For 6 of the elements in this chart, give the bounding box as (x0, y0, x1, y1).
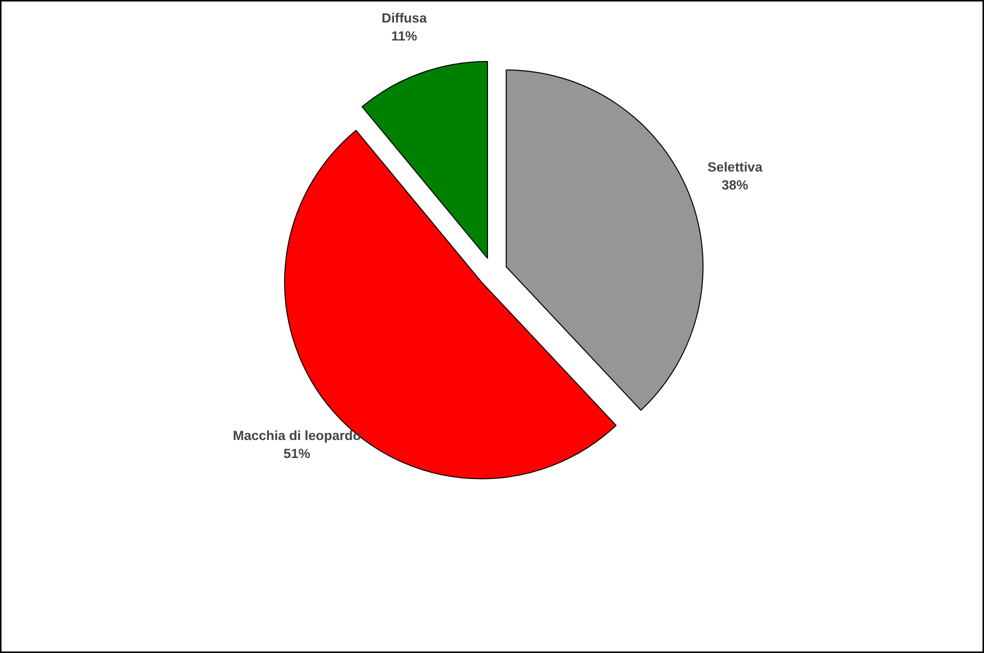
slice-label: Macchia di leopardo (232, 428, 361, 444)
slice-label: Diffusa (382, 10, 428, 26)
data-label: 11% (391, 28, 418, 44)
data-label: 51% (284, 446, 310, 462)
slice-label: Selettiva (708, 160, 763, 175)
data-label: 38% (722, 178, 748, 193)
